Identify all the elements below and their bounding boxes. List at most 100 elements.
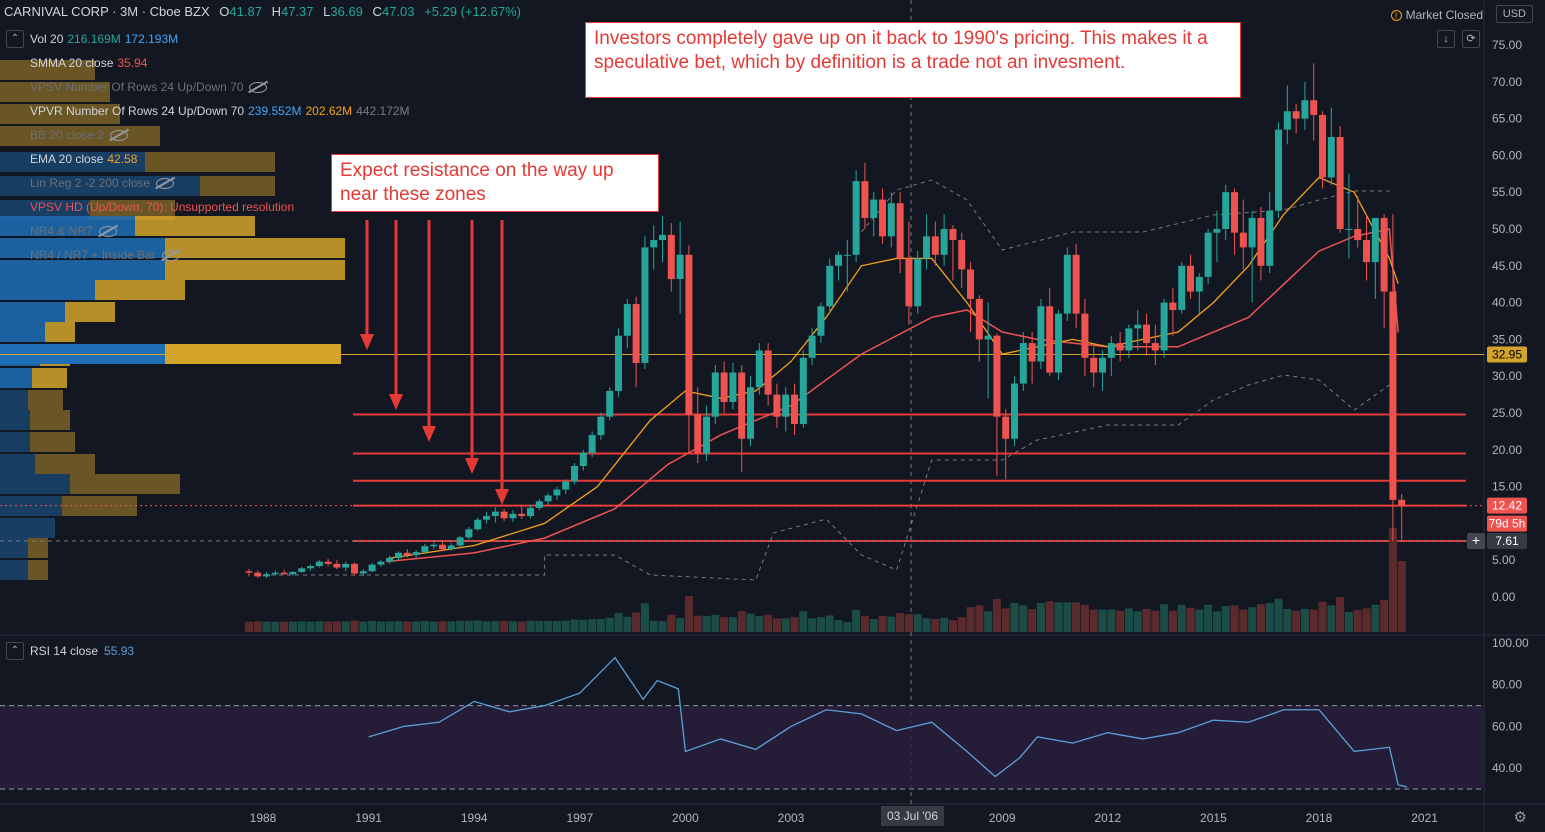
gear-icon[interactable]: ⚙	[1513, 809, 1527, 826]
hidden-eye-icon[interactable]	[98, 226, 117, 238]
volume-bar	[1142, 609, 1151, 632]
volume-bar	[588, 619, 597, 632]
indicator-bb-name: BB 20 close 2	[30, 128, 105, 142]
volume-profile-down-bar	[62, 496, 137, 516]
rsi-legend[interactable]: RSI 14 close 55.93	[30, 644, 134, 658]
price-tag-crosshair: 7.61	[1495, 534, 1519, 548]
volume-profile-up-bar	[0, 560, 28, 580]
indicator-nr4-inside[interactable]: NR4 / NR7 + Inside Bar	[30, 248, 180, 262]
indicator-vpsvhd[interactable]: VPSV HD (Up/Down, 70): Unsupported resol…	[30, 200, 294, 214]
indicator-nr4[interactable]: NR4 & NR7	[30, 224, 117, 238]
rsi-line	[368, 656, 1408, 788]
candle-body	[263, 574, 271, 577]
candle-body	[1125, 328, 1133, 351]
candle-body	[1371, 217, 1379, 263]
candles	[245, 63, 1406, 578]
candle-body	[623, 304, 631, 336]
candle-body	[562, 481, 570, 490]
volume-bar	[1010, 603, 1019, 632]
volume-bar	[429, 621, 438, 632]
volume-bar	[799, 611, 808, 632]
hidden-eye-icon[interactable]	[156, 178, 175, 190]
candle-body	[1046, 306, 1054, 373]
top-annotation-note[interactable]: Investors completely gave up on it back …	[585, 22, 1241, 98]
indicator-bb[interactable]: BB 20 close 2	[30, 128, 129, 142]
volume-bar	[860, 616, 869, 632]
candle-body	[307, 566, 315, 569]
indicator-vpvr[interactable]: VPVR Number Of Rows 24 Up/Down 70 239.552…	[30, 104, 410, 118]
indicator-linreg[interactable]: Lin Reg 2 -2 200 close	[30, 176, 175, 190]
candle-body	[641, 247, 649, 363]
currency-button[interactable]: USD	[1495, 5, 1533, 23]
volume-bar	[790, 617, 799, 632]
hidden-eye-icon[interactable]	[110, 130, 129, 142]
candle-body	[606, 390, 614, 417]
volume-profile-up-bar	[0, 390, 28, 410]
volume-bar	[1309, 609, 1318, 632]
collapse-rsi-button[interactable]: ⌃	[6, 642, 24, 660]
volume-bar	[1168, 610, 1177, 632]
indicator-vpsvhd-name: VPSV HD (Up/Down, 70): Unsupported resol…	[30, 200, 295, 214]
volume-bar	[623, 616, 632, 632]
candle-body	[1143, 324, 1151, 344]
candle-body	[474, 519, 482, 530]
candle-body	[359, 571, 367, 574]
candle-body	[791, 394, 799, 425]
volume-bar	[394, 621, 403, 632]
volume-bar	[271, 621, 280, 632]
volume-bar	[728, 617, 737, 632]
candle-body	[738, 372, 746, 439]
indicator-vpsv[interactable]: VPSV Number Of Rows 24 Up/Down 70	[30, 80, 268, 94]
volume-bar	[297, 621, 306, 632]
candle-body	[1019, 343, 1027, 384]
price-tick-label: 50.00	[1492, 222, 1522, 236]
indicator-vol-name: Vol 20	[30, 32, 64, 46]
indicator-vol[interactable]: Vol 20 216.169M 172.193M	[30, 32, 178, 46]
candle-body	[1134, 324, 1142, 329]
volume-bar	[843, 622, 852, 632]
candle-body	[747, 387, 755, 439]
candle-body	[773, 394, 781, 417]
volume-bar	[1151, 610, 1160, 632]
volume-bar	[658, 621, 667, 632]
volume-bar	[280, 621, 289, 632]
indicator-smma[interactable]: SMMA 20 close 35.94	[30, 56, 147, 70]
candle-body	[1248, 217, 1256, 248]
candle-body	[975, 298, 983, 340]
collapse-indicators-button[interactable]: ⌃	[6, 30, 24, 48]
channel-upper	[861, 179, 1390, 251]
price-tag-countdown: 79d 5h	[1489, 517, 1526, 531]
volume-bar	[992, 598, 1001, 632]
symbol-title[interactable]: CARNIVAL CORP · 3M · Cboe BZX	[4, 4, 210, 19]
candle-body	[483, 516, 491, 520]
candle-body	[430, 544, 438, 547]
crosshair-date-label: 03 Jul '06	[881, 806, 944, 826]
volume-bar	[596, 619, 605, 632]
candle-body	[509, 513, 517, 519]
volume-bar	[922, 618, 931, 632]
volume-bar	[385, 621, 394, 632]
indicator-ema[interactable]: EMA 20 close 42.58	[30, 152, 137, 166]
volume-bar	[1292, 610, 1301, 632]
resistance-annotation-note[interactable]: Expect resistance on the way up near the…	[331, 154, 659, 212]
volume-bar	[288, 621, 297, 632]
volume-bars	[244, 528, 1406, 632]
volume-bar	[544, 621, 553, 632]
refresh-icon[interactable]: ⟳	[1462, 30, 1480, 48]
candle-body	[940, 229, 948, 255]
candle-body	[245, 571, 253, 573]
volume-bar	[834, 620, 843, 632]
download-icon[interactable]: ↓	[1437, 30, 1455, 48]
volume-bar	[904, 614, 913, 632]
volume-bar	[966, 607, 975, 632]
add-alert-icon[interactable]: +	[1467, 533, 1485, 549]
volume-bar	[869, 619, 878, 632]
volume-profile-down-bar	[0, 82, 110, 102]
candle-body	[289, 571, 297, 575]
time-tick-label: 2021	[1411, 811, 1438, 825]
volume-profile-down-bar	[95, 280, 185, 300]
hidden-eye-icon[interactable]	[161, 250, 180, 262]
candle-body	[1204, 232, 1212, 277]
hidden-eye-icon[interactable]	[249, 82, 268, 94]
